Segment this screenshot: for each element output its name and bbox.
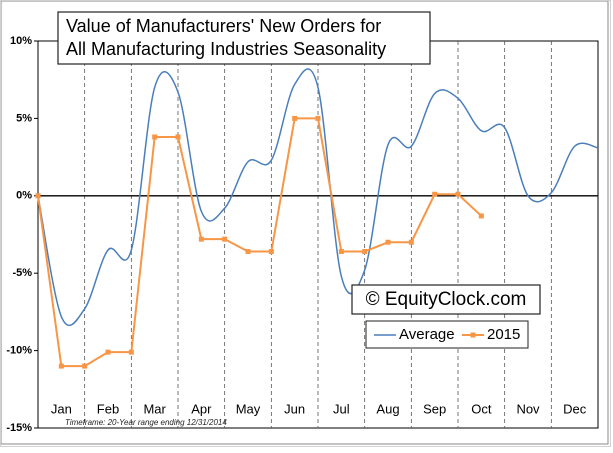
point xyxy=(455,191,461,197)
y-tick-label: -5% xyxy=(12,267,32,279)
watermark-frame xyxy=(351,284,541,315)
x-tick-label: Nov xyxy=(516,401,540,416)
x-tick-label: Apr xyxy=(191,401,212,416)
footnote: Timeframe: 20-Year range ending 12/31/20… xyxy=(65,418,227,427)
legend-marker xyxy=(470,332,476,338)
watermark-box: © EquityClock.com xyxy=(351,284,541,315)
point xyxy=(105,349,111,355)
point xyxy=(82,363,88,369)
point xyxy=(385,239,391,245)
title-frame xyxy=(57,11,431,65)
y-tick-label: -15% xyxy=(6,422,32,434)
point xyxy=(175,134,181,140)
point xyxy=(315,115,321,121)
x-tick-label: Jul xyxy=(333,401,350,416)
point xyxy=(338,249,344,255)
point xyxy=(58,363,64,369)
point xyxy=(268,249,274,255)
series-line xyxy=(37,68,599,327)
point xyxy=(198,236,204,242)
plot-area: -15% -10% -5% 0% 5% 10% Jan Feb Mar Apr May Jun Jul A… xyxy=(6,35,599,434)
y-tick-label: 10% xyxy=(10,35,32,47)
x-tick-label: Feb xyxy=(97,401,119,416)
title-box: Value of Manufacturers' New Orders for A… xyxy=(57,11,431,65)
x-tick-label: Mar xyxy=(143,401,166,416)
point xyxy=(292,115,298,121)
x-tick-label: Dec xyxy=(563,401,587,416)
x-tick-label: Oct xyxy=(471,401,492,416)
point xyxy=(128,349,134,355)
point xyxy=(432,191,438,197)
y-tick-label: 5% xyxy=(16,112,32,124)
point xyxy=(478,213,484,219)
point xyxy=(152,134,158,140)
point xyxy=(245,249,251,255)
legend-label: 2015 xyxy=(487,326,520,343)
watermark: © EquityClock.com xyxy=(366,289,527,310)
x-tick-label: Jan xyxy=(51,401,72,416)
point xyxy=(35,193,41,199)
point xyxy=(362,249,368,255)
chart-title: Value of Manufacturers' New Orders for xyxy=(66,16,381,36)
x-tick-label: Sep xyxy=(423,401,446,416)
x-tick-label: May xyxy=(236,401,261,416)
legend: Average 2015 xyxy=(365,320,529,349)
chart-title: All Manufacturing Industries Seasonality xyxy=(66,39,386,59)
legend-label: Average xyxy=(399,326,455,343)
point xyxy=(222,236,228,242)
y-tick-label: -10% xyxy=(6,345,32,357)
x-tick-label: Aug xyxy=(376,401,399,416)
y-tick-label: 0% xyxy=(16,190,32,202)
point xyxy=(408,239,414,245)
x-tick-label: Jun xyxy=(284,401,305,416)
series-line xyxy=(37,117,483,368)
